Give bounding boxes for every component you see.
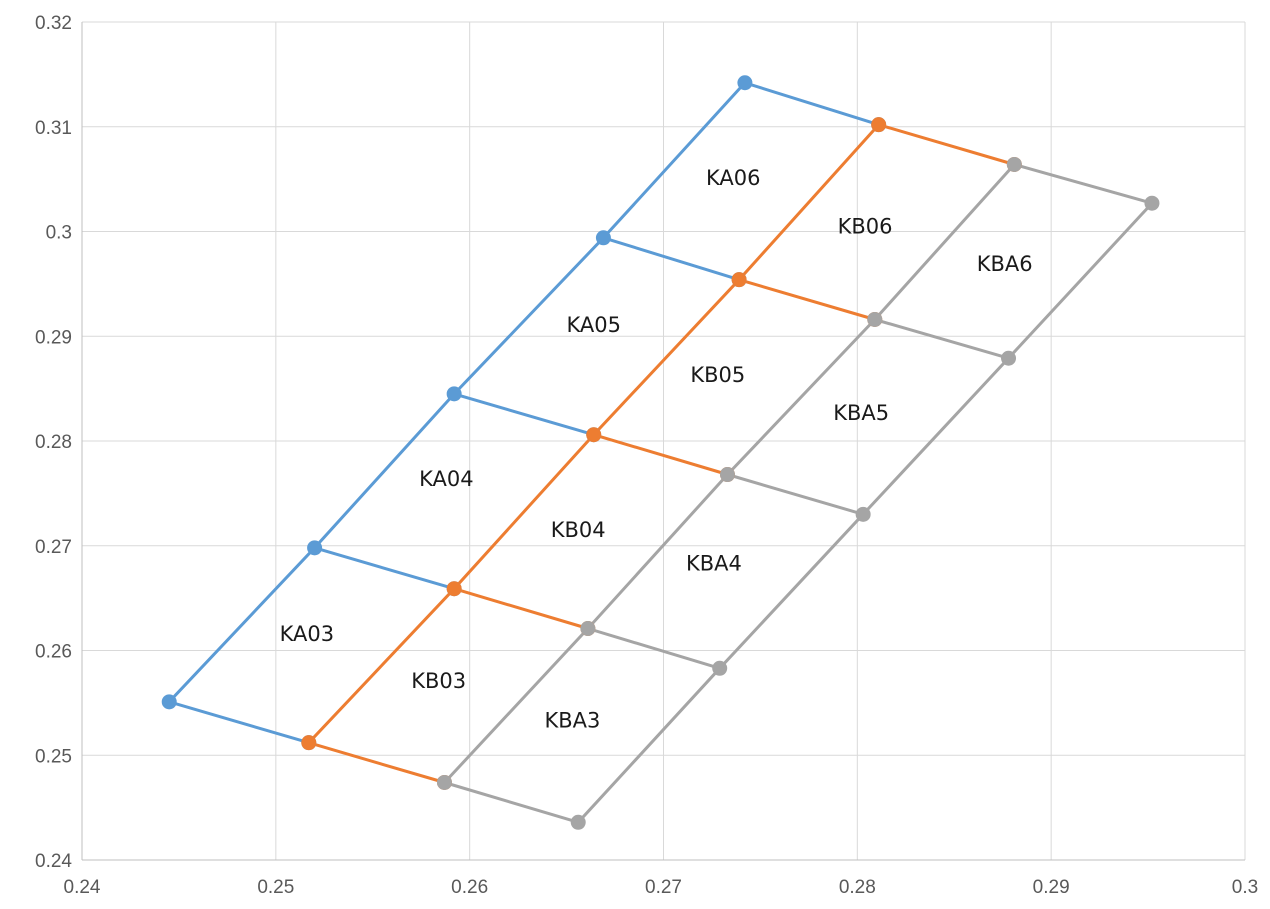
series-line-13: [586, 627, 722, 670]
y-tick-label-0: 0.24: [35, 851, 72, 872]
cell-label-ka04: KA04: [419, 467, 474, 491]
x-tick-label-6: 0.3: [1232, 877, 1258, 898]
cell-label-kb05: KB05: [690, 363, 745, 387]
cell-label-kba5: KBA5: [833, 401, 889, 425]
data-point-12-1: [570, 814, 586, 830]
data-point-4-0: [737, 75, 753, 91]
y-tick-label-1: 0.25: [35, 746, 72, 767]
data-point-8-0: [586, 427, 602, 443]
cell-labels: KA03 KA04 KA05 KA06 KB03 KB04 KB05 KB06 KBA3 KBA4…: [280, 166, 1033, 733]
cell-label-kba6: KBA6: [977, 252, 1033, 276]
x-tick-label-3: 0.27: [645, 877, 682, 898]
y-tick-label-4: 0.28: [35, 432, 72, 453]
series-line-4: [743, 81, 881, 127]
data-point-9-0: [731, 272, 747, 288]
series-line-6: [307, 741, 446, 784]
cell-label-ka05: KA05: [566, 313, 621, 337]
x-tick-label-2: 0.26: [451, 877, 488, 898]
series-line-14: [726, 473, 865, 516]
tick-labels: 0.24 0.25 0.26 0.27 0.28 0.29 0.3 0.24 0.25 0.26 0…: [35, 13, 1258, 898]
y-tick-label-5: 0.29: [35, 327, 72, 348]
y-tick-label-7: 0.31: [35, 118, 72, 139]
data-point-16-1: [1144, 195, 1160, 211]
data-point-16-0: [1006, 156, 1022, 172]
data-point-14-0: [719, 467, 735, 483]
series-line-8: [592, 433, 729, 476]
series-markers: [161, 75, 1160, 830]
series-line-15: [873, 318, 1010, 360]
x-tick-label-4: 0.28: [839, 877, 876, 898]
y-tick-label-2: 0.26: [35, 642, 72, 663]
x-tick-label-1: 0.25: [257, 877, 294, 898]
cell-label-kba4: KBA4: [686, 552, 742, 576]
data-point-0-0: [161, 694, 177, 710]
series-line-1: [313, 546, 456, 591]
gridlines: [82, 21, 1246, 860]
data-point-13-1: [712, 660, 728, 676]
data-point-7-0: [446, 581, 462, 597]
series-line-2: [452, 392, 596, 437]
data-point-15-1: [1001, 350, 1017, 366]
cell-label-kb06: KB06: [838, 214, 893, 238]
series-line-0: [167, 700, 311, 745]
cell-label-ka03: KA03: [280, 622, 335, 646]
series-lines: [167, 81, 1154, 824]
data-point-15-0: [867, 311, 883, 327]
series-line-10: [877, 123, 1016, 166]
series-line-3: [601, 236, 741, 282]
data-point-13-0: [580, 621, 596, 637]
series-line-9: [737, 278, 877, 321]
series-line-16: [1012, 163, 1154, 205]
data-point-1-0: [307, 540, 323, 556]
series-line-12: [443, 781, 580, 824]
data-point-2-0: [446, 386, 462, 402]
cell-label-kba3: KBA3: [544, 709, 600, 733]
y-tick-label-8: 0.32: [35, 13, 72, 34]
y-tick-label-6: 0.3: [46, 223, 72, 244]
axes: [81, 22, 1245, 861]
x-tick-label-0: 0.24: [64, 877, 101, 898]
data-point-10-0: [871, 117, 887, 133]
cell-label-kb04: KB04: [551, 518, 606, 542]
data-point-14-1: [855, 506, 871, 522]
x-tick-label-5: 0.29: [1033, 877, 1070, 898]
series-line-7: [452, 587, 590, 630]
cell-label-ka06: KA06: [706, 166, 761, 190]
data-point-12-0: [436, 774, 452, 790]
data-point-3-0: [595, 230, 611, 246]
y-tick-label-3: 0.27: [35, 537, 72, 558]
data-point-6-0: [301, 735, 317, 751]
cell-label-kb03: KB03: [411, 669, 466, 693]
